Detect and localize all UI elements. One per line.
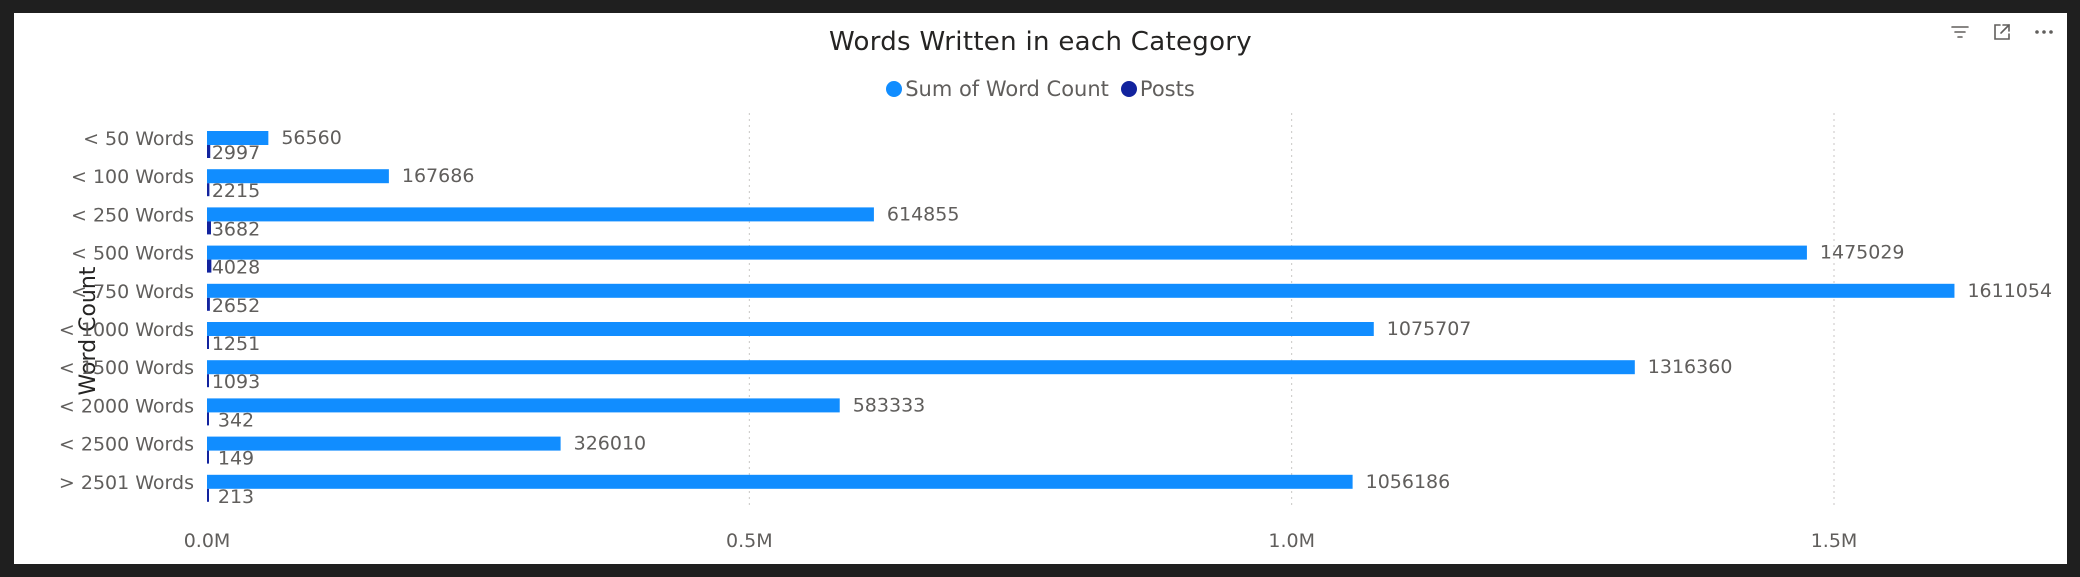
filter-icon[interactable]: [1949, 21, 1971, 43]
visual-header: [1949, 21, 2055, 43]
data-label-posts: 213: [218, 486, 254, 508]
data-label-word-count: 614855: [887, 203, 960, 225]
bar-chart: 0.0M 0.5M 1.0M 1.5M < 50 Words 56560 2997 < 100…: [59, 113, 2052, 552]
data-label-word-count: 1475029: [1820, 242, 1905, 264]
y-category-label: > 2501 Words: [59, 472, 194, 494]
y-category-label: < 100 Words: [71, 166, 194, 188]
legend-item-posts[interactable]: Posts: [1120, 77, 1195, 101]
legend-label-posts: Posts: [1139, 77, 1195, 101]
bar-word-count: [207, 322, 1374, 336]
bar-word-count: [207, 169, 389, 184]
data-label-word-count: 167686: [402, 165, 475, 187]
data-label-posts: 2215: [212, 180, 260, 202]
y-category-label: < 750 Words: [71, 281, 194, 303]
more-options-icon[interactable]: [2033, 21, 2055, 43]
y-category-label: < 500 Words: [71, 243, 194, 265]
chart-title: Words Written in each Category: [829, 27, 1252, 57]
x-tick-label: 1.0M: [1268, 530, 1315, 552]
chart-legend: Sum of Word Count Posts: [14, 77, 2067, 101]
y-category-label: < 1000 Words: [59, 319, 194, 341]
bar-posts: [207, 336, 209, 349]
bar-word-count: [207, 283, 1955, 298]
data-label-posts: 2652: [212, 295, 260, 317]
data-label-posts: 4028: [212, 257, 260, 279]
data-label-posts: 3682: [212, 218, 260, 240]
bar-posts: [207, 450, 209, 464]
y-category-label: < 250 Words: [71, 204, 194, 226]
y-category-label: < 2500 Words: [59, 434, 194, 456]
bar-word-count: [207, 245, 1807, 260]
data-label-posts: 2997: [212, 142, 260, 164]
x-tick-label: 0.5M: [726, 530, 773, 552]
chart-card: Words Written in each Category Sum of Wo…: [14, 13, 2067, 564]
data-label-word-count: 1316360: [1648, 356, 1733, 378]
bar-posts: [207, 183, 210, 197]
y-category-label: < 1500 Words: [59, 357, 194, 379]
y-category-label: < 2000 Words: [59, 395, 194, 417]
bar-posts: [207, 412, 209, 426]
data-label-posts: 1093: [212, 371, 260, 393]
data-label-posts: 1251: [212, 333, 260, 355]
legend-item-word-count[interactable]: Sum of Word Count: [886, 77, 1109, 101]
data-label-word-count: 56560: [281, 127, 341, 149]
data-label-word-count: 1056186: [1366, 471, 1451, 493]
data-label-posts: 342: [218, 409, 254, 431]
focus-mode-icon[interactable]: [1991, 21, 2013, 43]
data-label-word-count: 1075707: [1387, 318, 1472, 340]
bar-word-count: [207, 207, 874, 222]
bar-posts: [207, 145, 211, 158]
bar-word-count: [207, 474, 1353, 489]
x-tick-label: 1.5M: [1811, 530, 1858, 552]
data-label-posts: 149: [218, 448, 254, 470]
bar-word-count: [207, 398, 840, 413]
bar-posts: [207, 221, 211, 235]
y-category-label: < 50 Words: [83, 128, 194, 150]
data-label-word-count: 583333: [853, 394, 926, 416]
legend-marker-word-count: [886, 81, 903, 97]
bar-posts: [207, 259, 212, 273]
bar-word-count: [207, 131, 269, 145]
bar-word-count: [207, 436, 561, 451]
x-tick-label: 0.0M: [184, 530, 231, 552]
bar-posts: [207, 488, 209, 502]
legend-marker-posts: [1120, 81, 1137, 97]
bar-posts: [207, 374, 209, 388]
legend-label-word-count: Sum of Word Count: [905, 77, 1109, 101]
data-label-word-count: 1611054: [1967, 280, 2052, 302]
bar-word-count: [207, 360, 1635, 375]
data-label-word-count: 326010: [574, 433, 647, 455]
bar-posts: [207, 297, 210, 311]
